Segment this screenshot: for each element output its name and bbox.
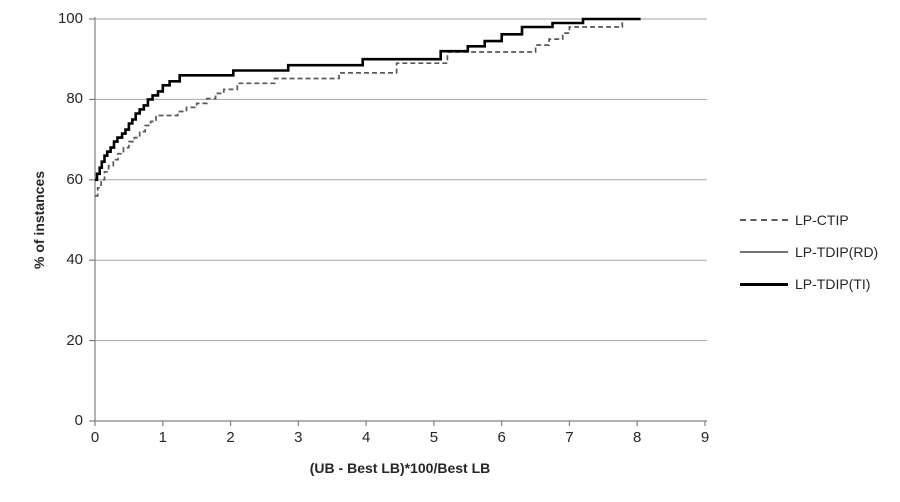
- legend-line-sample-dashed: [740, 219, 788, 221]
- x-tick-label: 5: [429, 429, 439, 446]
- x-tick-label: 0: [90, 429, 100, 446]
- y-tick-label: 20: [66, 331, 83, 349]
- legend-line-sample-thick-solid: [740, 282, 788, 286]
- legend-line-sample-thin-solid: [740, 251, 788, 253]
- x-tick-label: 8: [633, 429, 642, 446]
- legend-entry-lp-tdip-rd: LP-TDIP(RD): [740, 236, 878, 268]
- y-tick-label: 60: [66, 170, 83, 188]
- x-axis-title: (UB - Best LB)*100/Best LB: [309, 460, 491, 476]
- x-tick-label: 1: [158, 429, 167, 446]
- legend-label: LP-TDIP(RD): [795, 244, 879, 260]
- y-tick-label: 80: [66, 90, 83, 108]
- y-tick-label: 40: [66, 251, 83, 269]
- x-tick-label: 9: [700, 429, 710, 446]
- y-tick-label: 100: [57, 10, 83, 27]
- legend-entry-lp-ctip: LP-CTIP: [740, 204, 878, 236]
- legend-label: LP-TDIP(TI): [795, 276, 871, 292]
- y-tick-label: 0: [74, 412, 83, 429]
- legend-label: LP-CTIP: [795, 212, 849, 228]
- x-tick-label: 4: [361, 429, 371, 446]
- x-tick-label: 7: [565, 429, 574, 446]
- x-tick-label: 3: [294, 429, 303, 446]
- x-tick-label: 6: [497, 429, 506, 446]
- y-axis-title: % of instances: [31, 170, 47, 270]
- x-tick-label: 2: [226, 429, 235, 446]
- legend: LP-CTIP LP-TDIP(RD) LP-TDIP(TI): [740, 204, 878, 300]
- legend-entry-lp-tdip-ti: LP-TDIP(TI): [740, 268, 878, 300]
